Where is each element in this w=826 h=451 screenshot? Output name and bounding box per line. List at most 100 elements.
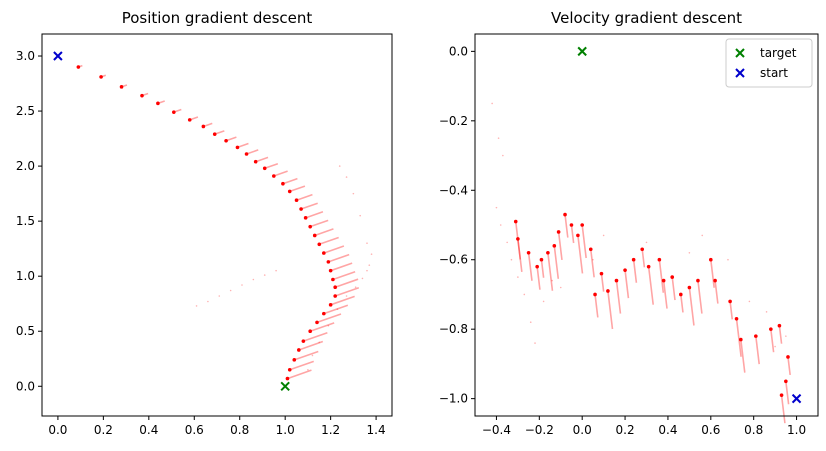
trajectory-point [140, 93, 144, 98]
trajectory-point [576, 233, 580, 238]
axes-frame [474, 33, 819, 417]
trajectory-streak [305, 211, 324, 219]
y-tick-label: 0.0 [16, 379, 35, 393]
trajectory-point [172, 110, 176, 114]
faint-point [361, 277, 364, 280]
trajectory-streak [688, 287, 695, 326]
faint-point [495, 206, 498, 209]
trajectory-point [599, 271, 604, 276]
x-tick-label: −0.2 [525, 423, 554, 437]
trajectory-point [563, 212, 567, 217]
trajectory-streak [273, 170, 288, 177]
trajectory-streak [328, 253, 350, 263]
legend-label-target: target [760, 46, 797, 60]
trajectory-point [614, 278, 619, 283]
trajectory-streak [287, 369, 312, 380]
trajectory-point [262, 166, 267, 171]
y-tick-label: −0.8 [439, 322, 468, 336]
faint-point [517, 276, 519, 278]
trajectory-streak [303, 331, 328, 342]
trajectory-point [331, 277, 335, 282]
trajectory-point [640, 247, 645, 252]
faint-point [748, 300, 751, 303]
trajectory-streak [600, 273, 605, 292]
faint-point [502, 154, 504, 157]
trajectory-point [569, 223, 574, 227]
trajectory-streak [735, 318, 742, 357]
faint-point [551, 279, 553, 282]
chart-title: Position gradient descent [122, 9, 313, 27]
y-tick-label: −0.2 [439, 114, 468, 128]
faint-point [336, 308, 339, 311]
trajectory-streak [581, 224, 587, 259]
trajectory-point [297, 348, 301, 352]
trajectory-streak [594, 294, 599, 318]
faint-point [491, 102, 493, 105]
trajectory-point [623, 268, 627, 272]
trajectory-streak [697, 280, 703, 314]
faint-point [318, 341, 321, 344]
x-tick-label: 0.4 [139, 423, 158, 437]
trajectory-point [333, 285, 337, 289]
trajectory-point [769, 327, 773, 331]
x-tick-label: 0.2 [616, 423, 635, 437]
trajectory-point [709, 257, 713, 262]
trajectory-point [253, 159, 258, 164]
trajectory-point [285, 376, 290, 381]
trajectory-point [734, 316, 739, 321]
trajectory-streak [729, 301, 734, 320]
trajectory-streak [647, 266, 654, 305]
faint-point [275, 269, 277, 272]
trajectory-streak [334, 278, 359, 288]
faint-point [542, 300, 545, 303]
faint-point [497, 137, 500, 139]
trajectory-streak [264, 162, 279, 170]
faint-point [366, 269, 368, 272]
faint-point [352, 192, 355, 195]
faint-point [263, 274, 266, 276]
trajectory-streak [658, 259, 665, 293]
trajectory-point [156, 101, 160, 106]
x-tick-label: 0.2 [94, 423, 113, 437]
legend-marker-target [735, 48, 745, 58]
chart-panel-position: 0.0 0.2 0.4 0.6 0.8 1.0 1.2 1.4 0.0 0.5 1.0 1.5 2.0 2… [16, 9, 393, 437]
faint-point [307, 368, 309, 371]
trajectory-streak [553, 245, 560, 279]
trajectory-streak [547, 252, 554, 291]
trajectory-streak [282, 177, 298, 185]
faint-point [499, 224, 502, 226]
trajectory-point [303, 216, 308, 220]
x-tick-label: −0.4 [482, 423, 511, 437]
trajectory-streak [778, 325, 783, 344]
trajectory-point [201, 124, 206, 129]
trajectory-point [546, 250, 550, 255]
x-tick-label: 0.8 [744, 423, 763, 437]
faint-point [785, 335, 787, 337]
trajectory-point [661, 278, 666, 283]
trajectory-point [646, 264, 651, 269]
trajectory-streak [641, 249, 646, 268]
trajectory-point [670, 275, 675, 279]
trajectory-streak [246, 149, 259, 155]
y-tick-label: 3.0 [16, 49, 35, 63]
legend-marker-start [735, 68, 745, 78]
y-tick-label: 1.0 [16, 269, 35, 283]
faint-point [368, 264, 371, 266]
chart-panel-velocity: −0.4 −0.2 0.0 0.2 0.4 0.6 0.8 1.0 0.0 −0.2 −0.4 −0.… [439, 9, 819, 437]
trajectory-point [539, 257, 544, 262]
y-tick-label: 2.0 [16, 159, 35, 173]
faint-point [354, 286, 357, 288]
trajectory-streak [298, 340, 324, 351]
trajectory-point [631, 257, 636, 262]
x-tick-label: 0.0 [573, 423, 592, 437]
x-tick-label: 0.0 [48, 423, 67, 437]
trajectory-point [593, 292, 597, 297]
trajectory-streak [557, 231, 563, 261]
faint-point [774, 345, 776, 348]
faint-point [218, 295, 221, 297]
trajectory-point [687, 285, 692, 290]
faint-point [645, 241, 648, 244]
trajectory-streak [294, 350, 319, 361]
trajectory-point [588, 247, 593, 252]
trajectory-point [299, 207, 303, 211]
